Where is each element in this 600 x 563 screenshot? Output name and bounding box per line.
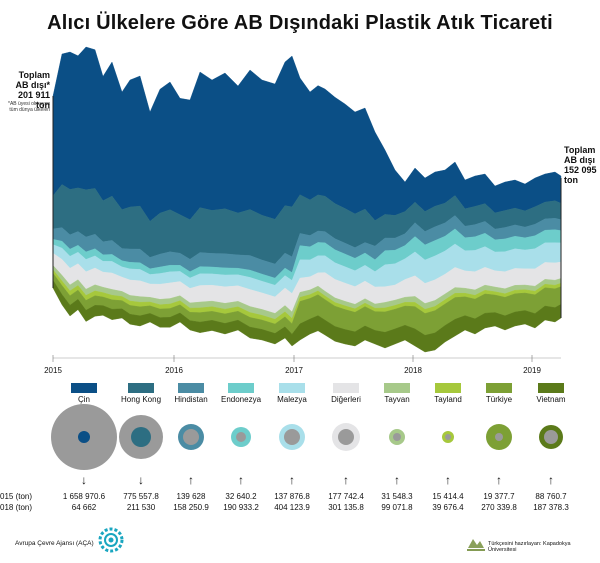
value-2015: 32 640.2: [225, 492, 257, 501]
legend-label: Hindistan: [174, 395, 208, 404]
x-tick-label-2017: 2017: [285, 366, 303, 375]
legend-swatch: [228, 383, 254, 393]
x-tick-label-2018: 2018: [404, 366, 422, 375]
footer-source: Avrupa Çevre Ajansı (AÇA): [15, 540, 94, 547]
arrow-up-icon: ↑: [238, 473, 244, 487]
arrow-up-icon: ↑: [445, 473, 451, 487]
legend-item-5: Diğerleri: [320, 383, 372, 404]
value-2018: 187 378.3: [533, 503, 569, 512]
bubble-inner: [236, 432, 246, 442]
left-total-note: *AB üyesi olmayan tüm dünya ülkeleri: [8, 101, 50, 113]
legend-item-4: Malezya: [266, 383, 318, 404]
legend-item-9: Vietnam: [525, 383, 577, 404]
bubble-inner: [78, 431, 90, 443]
bubble-inner: [131, 427, 151, 447]
arrow-down-icon: ↓: [138, 473, 144, 487]
value-2015: 15 414.4: [432, 492, 464, 501]
bubble-inner: [393, 433, 401, 441]
university-logo: [467, 539, 485, 551]
arrow-up-icon: ↑: [188, 473, 194, 487]
arrow-up-icon: ↑: [548, 473, 554, 487]
value-2015: 1 658 970.6: [62, 492, 106, 501]
legend-label: Tayvan: [384, 395, 410, 404]
row-label-2018: 018 (ton): [0, 503, 33, 512]
legend-item-6: Tayvan: [371, 383, 423, 404]
legend-label: Hong Kong: [120, 395, 162, 404]
legend-label: Malezya: [277, 395, 307, 404]
legend-item-1: Hong Kong: [115, 383, 167, 404]
arrow-up-icon: ↑: [394, 473, 400, 487]
bubble-inner: [183, 429, 199, 445]
legend-swatch: [178, 383, 204, 393]
eea-logo: [98, 527, 124, 553]
legend-label: Tayland: [434, 395, 462, 404]
legend-label: Vietnam: [536, 395, 566, 404]
legend-item-8: Türkiye: [473, 383, 525, 404]
arrow-up-icon: ↑: [343, 473, 349, 487]
legend-swatch: [435, 383, 461, 393]
legend-swatch: [71, 383, 97, 393]
left-total-label: Toplam AB dışı* 201 911 ton: [15, 70, 50, 110]
value-2018: 270 339.8: [481, 503, 517, 512]
value-2015: 775 557.8: [123, 492, 159, 501]
legend-item-0: Çin: [58, 383, 110, 404]
legend-item-7: Tayland: [422, 383, 474, 404]
value-2018: 99 071.8: [381, 503, 413, 512]
value-2015: 137 876.8: [274, 492, 310, 501]
x-tick-label-2019: 2019: [523, 366, 541, 375]
right-total-label: Toplam AB dışı 152 095 ton: [564, 145, 597, 185]
arrow-up-icon: ↑: [289, 473, 295, 487]
legend-item-2: Hindistan: [165, 383, 217, 404]
bubble-inner: [445, 434, 451, 440]
arrow-down-icon: ↓: [81, 473, 87, 487]
row-label-2015: 015 (ton): [0, 492, 33, 501]
footer-translator: Türkçesini hazırlayan: Kapadokya Ünivers…: [488, 541, 571, 553]
value-2018: 158 250.9: [173, 503, 209, 512]
legend-swatch: [384, 383, 410, 393]
value-2018: 190 933.2: [223, 503, 259, 512]
chart-title: Alıcı Ülkelere Göre AB Dışındaki Plastik…: [47, 12, 553, 34]
value-2015: 177 742.4: [328, 492, 364, 501]
legend-swatch: [128, 383, 154, 393]
value-2015: 139 628: [176, 492, 206, 501]
x-tick-label-2016: 2016: [165, 366, 183, 375]
value-2015: 88 760.7: [535, 492, 567, 501]
bubble-inner: [284, 429, 300, 445]
legend-swatch: [538, 383, 564, 393]
value-2015: 31 548.3: [381, 492, 413, 501]
legend-swatch: [333, 383, 359, 393]
bubble-inner: [495, 433, 503, 441]
bubble-inner: [338, 429, 354, 445]
legend-label: Endonezya: [220, 395, 262, 404]
value-2015: 19 377.7: [483, 492, 515, 501]
value-2018: 39 676.4: [432, 503, 464, 512]
legend-label: Türkiye: [485, 395, 513, 404]
arrow-up-icon: ↑: [496, 473, 502, 487]
value-2018: 404 123.9: [274, 503, 310, 512]
legend-swatch: [279, 383, 305, 393]
legend-swatch: [486, 383, 512, 393]
legend-label: Diğerleri: [331, 395, 361, 404]
value-2018: 211 530: [126, 503, 156, 512]
legend-label: Çin: [77, 395, 90, 404]
legend-item-3: Endonezya: [215, 383, 267, 404]
x-tick-label-2015: 2015: [44, 366, 62, 375]
value-2018: 301 135.8: [328, 503, 364, 512]
bubble-inner: [544, 430, 558, 444]
stream-layer-0: [52, 46, 562, 222]
value-2018: 64 662: [71, 503, 97, 512]
